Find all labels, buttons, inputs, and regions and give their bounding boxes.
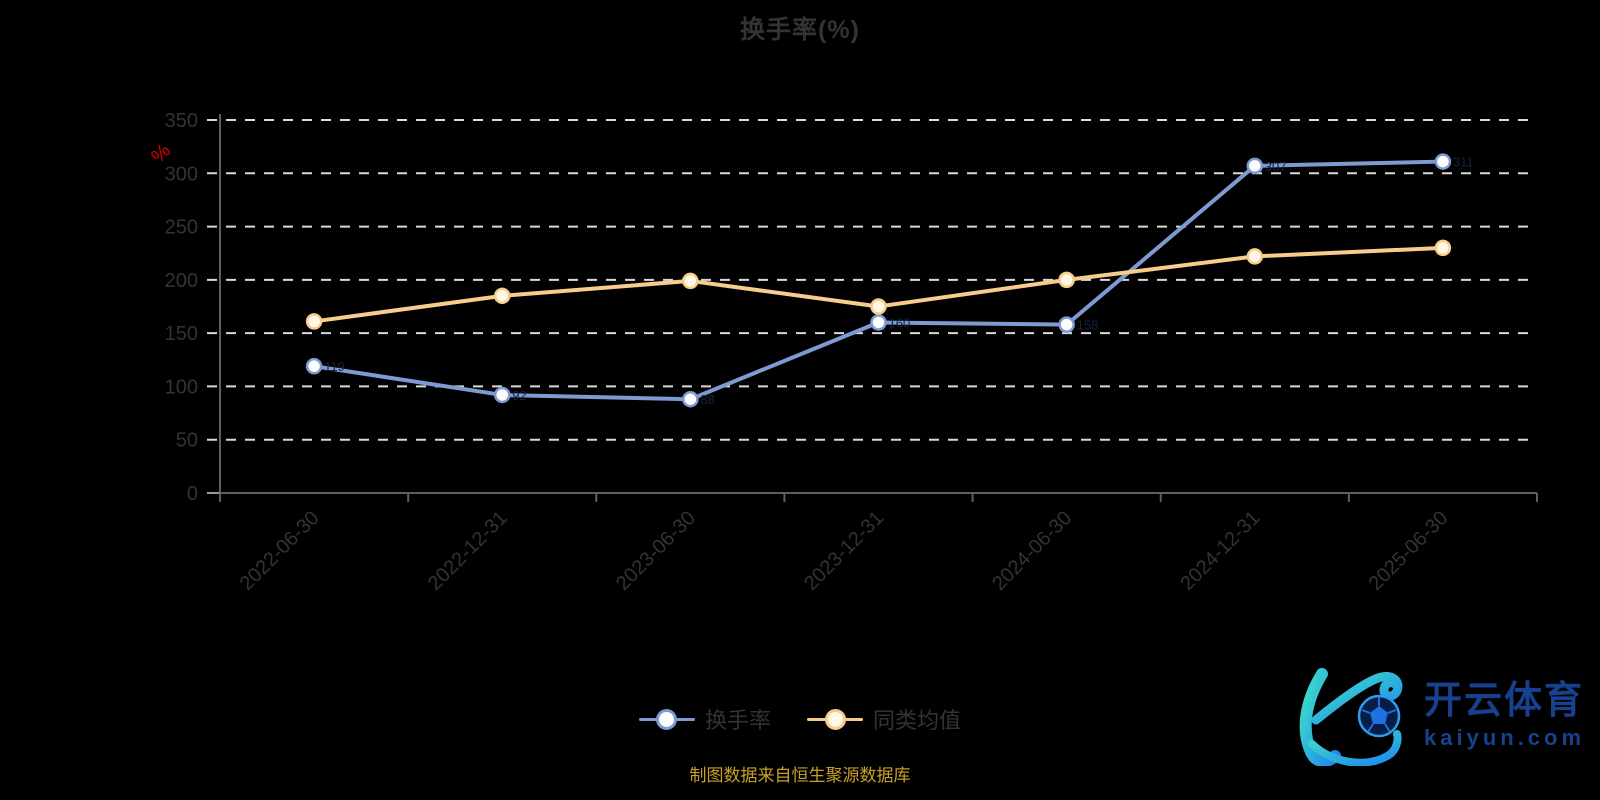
y-tick-label: 300 xyxy=(165,163,198,185)
data-point-marker xyxy=(493,287,511,305)
x-tick-label: 2024-12-31 xyxy=(1176,507,1264,595)
x-tick-label: 2025-06-30 xyxy=(1365,507,1453,595)
data-point-marker xyxy=(1246,248,1264,265)
data-source-note: 制图数据来自恒生聚源数据库 xyxy=(689,766,911,785)
y-tick-label: 0 xyxy=(187,483,198,505)
x-tick-label: 2023-12-31 xyxy=(800,507,888,595)
y-tick-label: 50 xyxy=(176,430,198,452)
y-tick-label: 350 xyxy=(165,110,198,132)
data-point-marker xyxy=(1434,239,1452,257)
kaiyun-logo-icon xyxy=(1299,668,1403,766)
data-point-marker xyxy=(1246,157,1264,175)
point-value-label: 158 xyxy=(1077,318,1099,333)
point-value-label: 88 xyxy=(700,392,714,407)
data-point-marker xyxy=(305,313,323,330)
point-value-label: 119 xyxy=(324,359,345,374)
y-axis-labels: 0 50 100 150 200 250 300 350 xyxy=(165,110,198,505)
x-tick-label: 2022-06-30 xyxy=(236,507,324,595)
data-point-marker xyxy=(493,386,511,404)
point-value-label: 307 xyxy=(1265,159,1287,174)
data-point-marker xyxy=(1434,153,1452,170)
kaiyun-brand-cn: 开云体育 xyxy=(1424,679,1585,722)
axes xyxy=(207,114,1538,502)
data-point-marker xyxy=(1058,316,1075,333)
y-tick-label: 150 xyxy=(165,323,198,345)
kaiyun-brand-text: 开云体育 kaiyun.com xyxy=(1424,679,1586,752)
x-tick-label: 2024-06-30 xyxy=(988,507,1076,595)
legend-item-turnover[interactable]: 换手率 xyxy=(638,703,771,735)
data-point-marker xyxy=(870,298,887,315)
series-peer-average xyxy=(305,239,1452,330)
kaiyun-watermark[interactable]: 开云体育 kaiyun.com xyxy=(1292,666,1585,766)
x-tick-label: 2023-06-30 xyxy=(612,507,700,595)
data-point-marker xyxy=(305,357,323,375)
legend-marker-turnover-icon xyxy=(638,707,695,731)
page-title: 换手率(%) xyxy=(740,16,860,44)
point-value-label: 160 xyxy=(889,315,911,330)
logo-swoosh xyxy=(1308,730,1402,766)
logo-k-stem xyxy=(1299,668,1341,766)
data-point-marker xyxy=(682,390,699,408)
data-point-marker xyxy=(1058,271,1075,289)
data-point-marker xyxy=(682,272,699,290)
legend-marker-peer-average-icon xyxy=(807,707,863,731)
x-tick-label: 2022-12-31 xyxy=(424,507,512,595)
legend-label-peer-average: 同类均值 xyxy=(873,708,962,733)
point-value-label: 92 xyxy=(512,388,526,403)
y-tick-label: 100 xyxy=(165,376,198,398)
series-turnover: 119 92 88 160 158 307 311 xyxy=(305,153,1474,408)
data-point-marker xyxy=(870,314,887,331)
chart-legend: 换手率 同类均值 xyxy=(0,703,1600,735)
x-axis-labels: 2022-06-30 2022-12-31 2023-06-30 2023-12-31… xyxy=(236,507,1453,595)
legend-label-turnover: 换手率 xyxy=(704,708,771,733)
y-gridlines xyxy=(207,119,1537,441)
legend-item-peer-average[interactable]: 同类均值 xyxy=(807,703,961,735)
kaiyun-brand-domain: kaiyun.com xyxy=(1424,725,1586,751)
point-value-label: 311 xyxy=(1453,155,1474,170)
y-tick-label: 250 xyxy=(165,217,198,239)
y-tick-label: 200 xyxy=(165,270,198,292)
logo-k-arm-curl xyxy=(1311,672,1403,725)
football-icon xyxy=(1357,694,1401,738)
